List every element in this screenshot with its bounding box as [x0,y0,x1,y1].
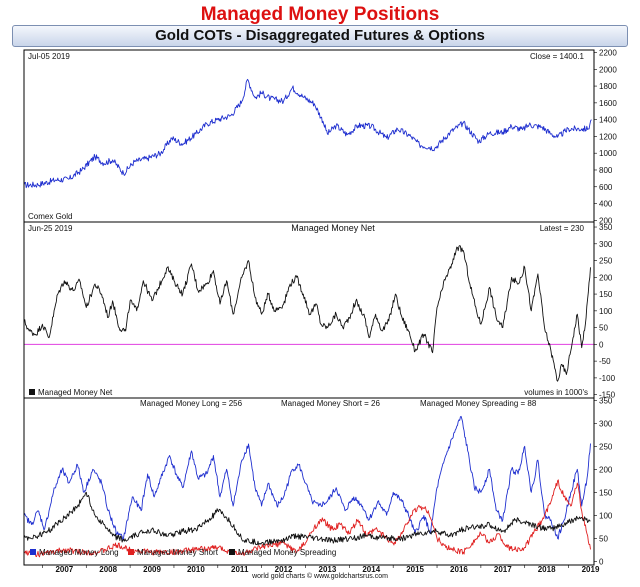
y-tick-label: 150 [599,290,613,299]
x-tick-label: 2014 [362,565,380,574]
price-date-label: Jul-05 2019 [28,52,70,61]
net-volume-note: volumes in 1000's [524,388,588,397]
comex-gold-series-line [24,78,592,189]
net-legend-swatch [29,389,35,395]
net-readout: Latest = 230 [540,224,585,233]
y-tick-label: 400 [599,200,613,209]
long-legend: Managed Money Long [39,548,119,557]
managed-money-net-series-line [24,245,591,382]
y-tick-label: 2200 [599,49,617,58]
x-tick-label: 2011 [231,565,249,574]
price-panel-frame [23,49,595,223]
y-tick-label: -150 [599,391,616,400]
components-panel-frame [23,397,595,566]
y-tick-label: 600 [599,183,613,192]
y-tick-label: 50 [599,324,608,333]
net-panel-title: Managed Money Net [291,223,375,233]
y-tick-label: 300 [599,240,613,249]
long-readout: Managed Money Long = 256 [140,399,243,408]
y-tick-label: 350 [599,223,613,232]
y-tick-label: 200 [599,273,613,282]
x-tick-label: 2017 [494,565,512,574]
managed-money-spreading-series-line [24,491,591,546]
x-tick-label: 2016 [450,565,468,574]
y-tick-label: 1200 [599,132,617,141]
footer-credit: world gold charts © www.goldchartsrus.co… [251,572,388,580]
y-tick-label: 0 [599,340,604,349]
y-tick-label: 50 [599,534,608,543]
y-tick-label: 350 [599,396,613,405]
y-tick-label: 1800 [599,82,617,91]
y-tick-label: -50 [599,357,611,366]
x-tick-label: 2008 [99,565,117,574]
y-tick-label: 250 [599,257,613,266]
price-readout: Close = 1400.1 [530,52,585,61]
x-tick-label: 2018 [538,565,556,574]
x-tick-label: 2009 [143,565,161,574]
y-tick-label: 2000 [599,65,617,74]
y-tick-label: 250 [599,442,613,451]
y-tick-label: -100 [599,374,616,383]
y-tick-label: 300 [599,419,613,428]
y-tick-label: 800 [599,166,613,175]
spreading-legend: Managed Money Spreading [238,548,336,557]
y-tick-label: 1600 [599,99,617,108]
x-tick-label: 2015 [406,565,424,574]
managed-money-long-series-line [24,415,591,541]
price-legend: Comex Gold [28,212,72,221]
spreading-readout: Managed Money Spreading = 88 [420,399,537,408]
long-legend-swatch [30,549,36,555]
y-tick-label: 100 [599,307,613,316]
x-tick-label: 2019 [582,565,600,574]
y-tick-label: 1400 [599,116,617,125]
net-legend: Managed Money Net [38,388,113,397]
y-tick-label: 1000 [599,149,617,158]
short-legend: Managed Money Short [137,548,219,557]
short-legend-swatch [128,549,134,555]
page-title: Managed Money Positions [200,4,440,25]
x-tick-label: 2013 [319,565,337,574]
y-tick-label: 100 [599,511,613,520]
x-tick-label: 2007 [55,565,73,574]
chart-subtitle: Gold COTs - Disaggregated Futures & Opti… [12,25,628,47]
spreading-legend-swatch [229,549,235,555]
managed-money-short-series-line [24,479,591,558]
short-readout: Managed Money Short = 26 [281,399,381,408]
net-date-label: Jun-25 2019 [28,224,73,233]
y-tick-label: 200 [599,465,613,474]
y-tick-label: 150 [599,488,613,497]
x-tick-label: 2012 [275,565,293,574]
x-tick-label: 2010 [187,565,205,574]
y-tick-label: 0 [599,557,604,566]
y-tick-label: 200 [599,216,613,225]
